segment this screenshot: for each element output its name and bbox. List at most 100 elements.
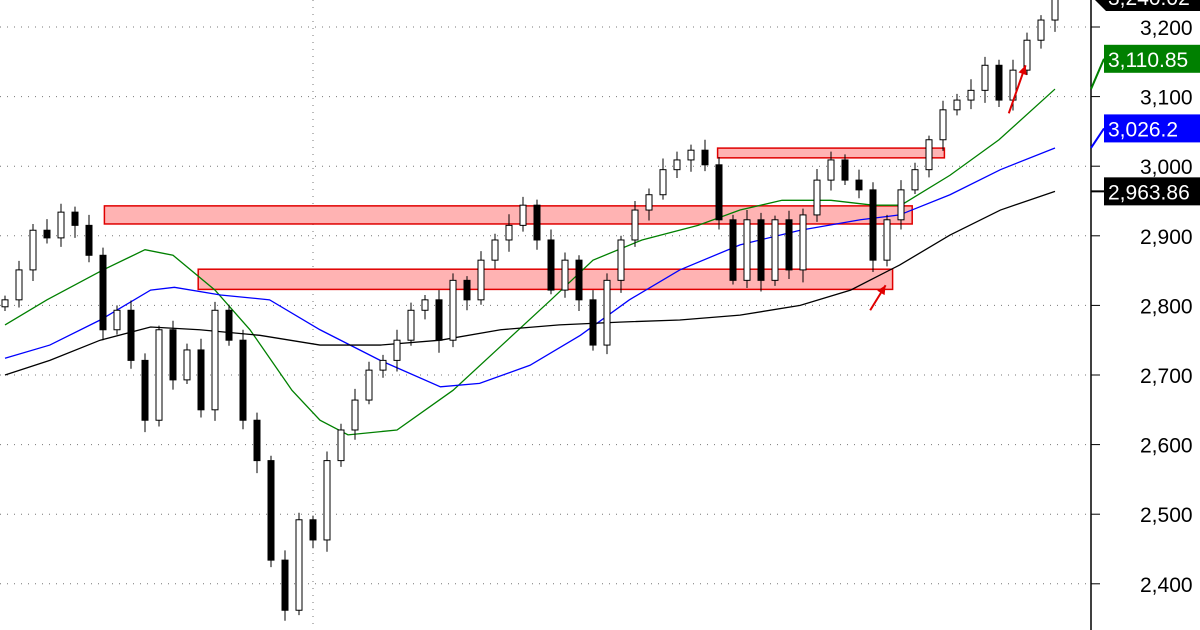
ma-price-marker [1104, 114, 1200, 143]
candle-body [477, 259, 485, 301]
price-label-text: 2,963.86 [1108, 181, 1190, 204]
tick-label: 2,600 [1140, 435, 1193, 458]
candle-body [15, 269, 23, 301]
candle-body [869, 189, 877, 261]
price-labels: 3,110.85 3,026.2 2,963.86 3,240.02 [1090, 0, 1200, 206]
price-label-text: 3,110.85 [1108, 49, 1188, 72]
candle-body [939, 109, 947, 141]
candle-body [785, 219, 793, 271]
candle-body [659, 169, 667, 196]
price-label-text: 3,240.02 [1108, 0, 1190, 10]
annotation-arrows [869, 64, 1027, 311]
candle-body [211, 309, 219, 411]
candle-body [449, 279, 457, 341]
candle-body [393, 339, 401, 361]
candle-body [127, 309, 135, 361]
candle-body [365, 369, 373, 401]
candle-body [771, 219, 779, 281]
arrowhead-icon [1018, 65, 1027, 76]
price-label-text: 3,026.2 [1108, 118, 1178, 141]
candle-body [463, 279, 471, 301]
candle-body [813, 179, 821, 216]
tick-label: 2,400 [1140, 574, 1193, 597]
candle-body [617, 239, 625, 281]
ma-price-marker [1104, 177, 1200, 206]
candle-body [1051, 0, 1059, 21]
candle-body [827, 159, 835, 181]
candle-body [645, 194, 653, 211]
zone-rect [197, 268, 894, 291]
moving-average-line [4, 147, 1056, 388]
tick-label: 3,100 [1140, 87, 1193, 110]
candle-body [113, 309, 121, 331]
candle-body [911, 169, 919, 191]
candle-body [519, 204, 527, 226]
candle-body [743, 219, 751, 281]
candle-body [183, 349, 191, 381]
candle-body [323, 460, 331, 541]
candle-body [799, 214, 807, 271]
candle-body [505, 224, 513, 241]
candle-body [631, 209, 639, 241]
candle-body [967, 89, 975, 101]
candle-body [295, 519, 303, 611]
candle-body [421, 299, 429, 311]
last-price-marker [1095, 0, 1200, 11]
candle-body [1023, 39, 1031, 71]
ma-price-marker [1104, 44, 1200, 73]
candle-body [155, 329, 163, 421]
candle-body [281, 559, 289, 611]
candle-body [267, 460, 275, 561]
y-axis-ticks: 2,400 2,500 2,600 2,700 2,800 2,900 3,000 3,100… [1091, 17, 1193, 597]
candle-body [225, 309, 233, 341]
tick-label: 3,200 [1140, 17, 1193, 40]
candle-body [169, 329, 177, 381]
candle-body [589, 299, 597, 346]
candle-body [29, 229, 37, 271]
candle-body [533, 204, 541, 241]
candle-body [995, 64, 1003, 101]
support-resistance-zones [103, 147, 946, 291]
candle-body [701, 149, 709, 166]
arrowhead-icon [877, 285, 886, 296]
candle-body [253, 419, 261, 462]
tick-label: 3,000 [1140, 156, 1193, 179]
candle-body [715, 164, 723, 221]
candle-body [141, 359, 149, 421]
candle-body [981, 64, 989, 91]
candle-body [687, 149, 695, 161]
grid [0, 0, 1091, 630]
candle-body [1037, 19, 1045, 41]
candle-body [855, 179, 863, 191]
candle-body [491, 239, 499, 261]
candle-body [379, 359, 387, 371]
candle-body [883, 219, 891, 261]
candle-body [43, 229, 51, 239]
candle-body [309, 519, 317, 541]
candle-body [603, 279, 611, 346]
candle-body [841, 159, 849, 181]
candle-body [673, 159, 681, 171]
candle-body [547, 239, 555, 291]
candle-body [239, 339, 247, 421]
candle-body [561, 259, 569, 291]
candle-body [953, 99, 961, 111]
tick-label: 2,500 [1140, 504, 1193, 527]
tick-label: 2,700 [1140, 365, 1193, 388]
candle-body [435, 299, 443, 341]
candle-body [729, 219, 737, 281]
candle-body [575, 259, 583, 301]
candle-body [925, 139, 933, 171]
candle-body [57, 211, 65, 239]
candle-body [71, 211, 79, 226]
tick-label: 2,900 [1140, 226, 1193, 249]
candle-body [757, 219, 765, 281]
candle-body [197, 349, 205, 411]
candlesticks [1, 0, 1059, 621]
zone-rect [103, 205, 913, 225]
price-marker-connector [1090, 58, 1105, 90]
price-marker-connector [1090, 127, 1105, 149]
candle-body [1, 299, 9, 308]
candle-body [99, 254, 107, 331]
